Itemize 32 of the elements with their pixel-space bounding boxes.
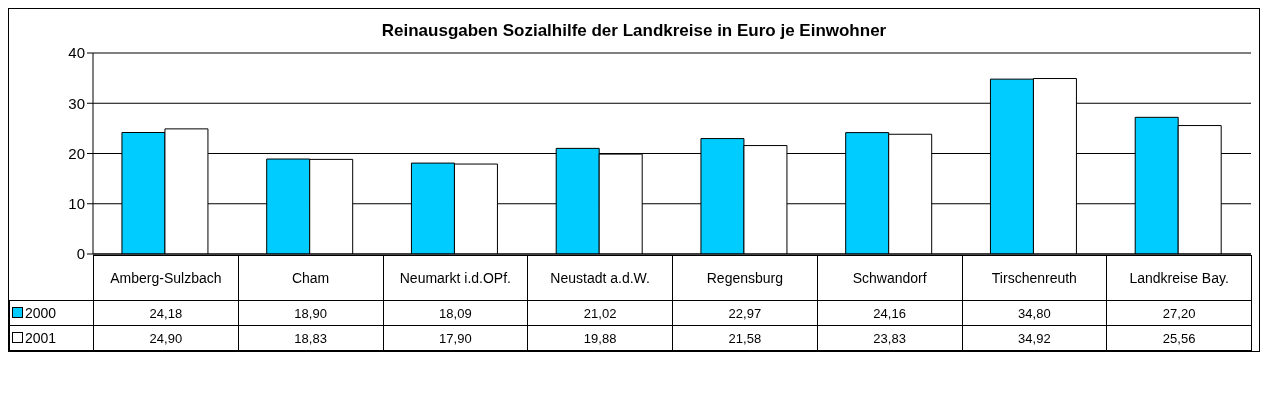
data-label: 27,20 — [1106, 300, 1252, 326]
y-tick-label: 40 — [68, 44, 85, 62]
x-tick-label: Amberg-Sulzbach — [93, 255, 239, 301]
data-label: 24,90 — [93, 325, 239, 351]
data-label: 22,97 — [672, 300, 818, 326]
y-tick-label: 10 — [68, 195, 85, 213]
y-tick-label: 30 — [68, 94, 85, 112]
x-tick-label: Neumarkt i.d.OPf. — [383, 255, 528, 301]
data-label: 18,09 — [383, 300, 528, 326]
legend-label: 2001 — [9, 325, 94, 351]
data-label: 23,83 — [817, 325, 962, 351]
data-label: 18,90 — [238, 300, 383, 326]
x-tick-label: Cham — [238, 255, 383, 301]
data-label: 21,02 — [527, 300, 673, 326]
chart-title: Reinausgaben Sozialhilfe der Landkreise in Euro je Einwohner — [380, 20, 888, 42]
data-label: 17,90 — [383, 325, 528, 351]
data-label: 24,16 — [817, 300, 962, 326]
data-label: 34,92 — [962, 325, 1107, 351]
data-label: 18,83 — [238, 325, 383, 351]
y-tick-label: 20 — [68, 144, 85, 162]
data-label: 19,88 — [527, 325, 673, 351]
x-tick-label: Neustadt a.d.W. — [527, 255, 673, 301]
x-tick-label: Tirschenreuth — [962, 255, 1107, 301]
legend-label: 2000 — [9, 300, 94, 326]
x-tick-label: Regensburg — [672, 255, 818, 301]
data-label: 25,56 — [1106, 325, 1252, 351]
data-label: 34,80 — [962, 300, 1107, 326]
x-tick-label: Landkreise Bay. — [1106, 255, 1252, 301]
y-tick-label: 0 — [76, 245, 85, 263]
data-label: 21,58 — [672, 325, 818, 351]
x-tick-label: Schwandorf — [817, 255, 962, 301]
data-label: 24,18 — [93, 300, 239, 326]
